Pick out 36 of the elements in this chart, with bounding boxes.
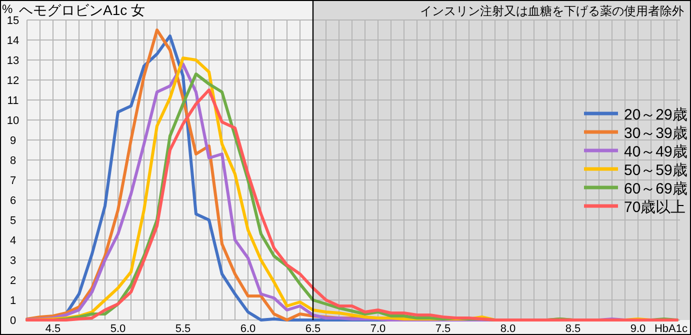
- xtick: 6.0: [240, 323, 256, 335]
- title: ヘモグロビンA1c 女: [19, 2, 146, 18]
- xtick: 5.0: [110, 323, 126, 335]
- xlabel: HbA1c: [654, 323, 688, 335]
- ytick: 4: [10, 235, 16, 247]
- xtick: 4.5: [45, 323, 61, 335]
- xtick: 9.0: [630, 323, 646, 335]
- xtick: 7.5: [435, 323, 451, 335]
- ytick: 11: [7, 95, 19, 107]
- legend-label: 70歳以上: [624, 199, 686, 216]
- legend-label: 30～39歳: [624, 125, 688, 142]
- ylabel: %: [2, 2, 13, 16]
- ytick: 7: [10, 175, 16, 187]
- ytick: 14: [6, 35, 20, 47]
- ytick: 8: [10, 155, 16, 167]
- legend-label: 50～59歳: [624, 162, 688, 179]
- xtick: 7.0: [370, 323, 386, 335]
- ytick: 10: [6, 115, 20, 127]
- ytick: 0: [10, 315, 16, 327]
- legend-label: 60～69歳: [624, 180, 688, 198]
- ytick: 5: [10, 215, 16, 227]
- ytick: 12: [6, 75, 20, 87]
- ytick: 2: [10, 275, 16, 287]
- ytick: 6: [10, 195, 16, 207]
- xtick: 6.5: [305, 323, 321, 335]
- xtick: 5.5: [175, 323, 191, 335]
- legend-label: 20～29歳: [624, 106, 688, 124]
- annotation: インスリン注射又は血糖を下げる薬の使用者除外: [420, 4, 684, 18]
- ytick: 3: [10, 255, 16, 267]
- ytick: 15: [6, 15, 20, 27]
- ytick: 9: [10, 135, 16, 147]
- legend-label: 40～49歳: [624, 144, 688, 160]
- xtick: 8.0: [500, 323, 516, 335]
- ytick: 1: [10, 295, 16, 307]
- ytick: 13: [6, 55, 20, 67]
- xtick: 8.5: [565, 323, 581, 335]
